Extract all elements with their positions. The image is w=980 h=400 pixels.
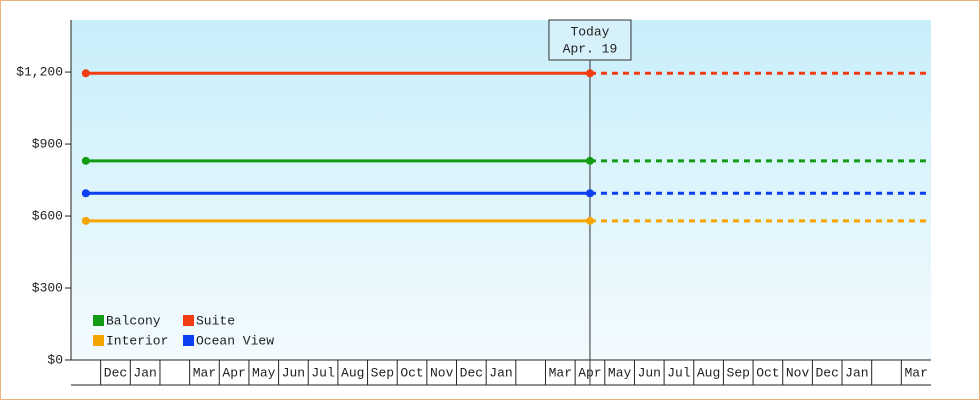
legend-swatch bbox=[183, 335, 194, 346]
series-point bbox=[585, 216, 594, 225]
x-tick-label: Dec bbox=[460, 365, 483, 380]
x-tick-label: Nov bbox=[786, 365, 810, 380]
x-tick-label: Oct bbox=[756, 365, 779, 380]
series-point bbox=[81, 189, 90, 198]
series-point bbox=[585, 69, 594, 78]
x-tick-label: Aug bbox=[341, 365, 364, 380]
x-tick-label: Jul bbox=[667, 365, 691, 380]
x-tick-label: Jan bbox=[845, 365, 868, 380]
y-tick-label: $300 bbox=[32, 280, 63, 295]
x-tick-label: May bbox=[252, 365, 276, 380]
y-tick-label: $0 bbox=[47, 352, 63, 367]
x-tick-label: Sep bbox=[371, 365, 394, 380]
series-point bbox=[81, 216, 90, 225]
x-tick-label: Sep bbox=[727, 365, 750, 380]
series-point bbox=[585, 156, 594, 165]
x-tick-label: Mar bbox=[549, 365, 572, 380]
x-tick-label: Aug bbox=[697, 365, 720, 380]
x-tick-label: Jul bbox=[311, 365, 335, 380]
series-point bbox=[585, 189, 594, 198]
legend-swatch bbox=[183, 315, 194, 326]
x-tick-label: Oct bbox=[400, 365, 423, 380]
x-tick-label: Mar bbox=[904, 365, 927, 380]
x-tick-label: Jan bbox=[133, 365, 156, 380]
legend-label: Ocean View bbox=[196, 333, 274, 348]
today-label: Today bbox=[570, 24, 609, 39]
x-tick-label: Jun bbox=[638, 365, 661, 380]
legend-label: Interior bbox=[106, 333, 168, 348]
legend-label: Suite bbox=[196, 313, 235, 328]
x-tick-label: Dec bbox=[104, 365, 127, 380]
x-tick-label: Mar bbox=[193, 365, 216, 380]
y-tick-label: $900 bbox=[32, 136, 63, 151]
legend-label: Balcony bbox=[106, 313, 161, 328]
series-point bbox=[81, 69, 90, 78]
x-tick-label: May bbox=[608, 365, 632, 380]
legend-swatch bbox=[93, 315, 104, 326]
x-tick-label: Nov bbox=[430, 365, 454, 380]
x-tick-label: Jan bbox=[489, 365, 512, 380]
x-tick-label: Jun bbox=[282, 365, 305, 380]
y-tick-label: $600 bbox=[32, 208, 63, 223]
series-point bbox=[81, 156, 90, 165]
legend-swatch bbox=[93, 335, 104, 346]
y-tick-label: $1,200 bbox=[16, 65, 63, 80]
x-tick-label: Apr bbox=[222, 365, 245, 380]
today-label: Apr. 19 bbox=[563, 41, 618, 56]
today-box bbox=[548, 19, 632, 61]
x-tick-label: Dec bbox=[816, 365, 839, 380]
plot-area bbox=[71, 20, 931, 360]
